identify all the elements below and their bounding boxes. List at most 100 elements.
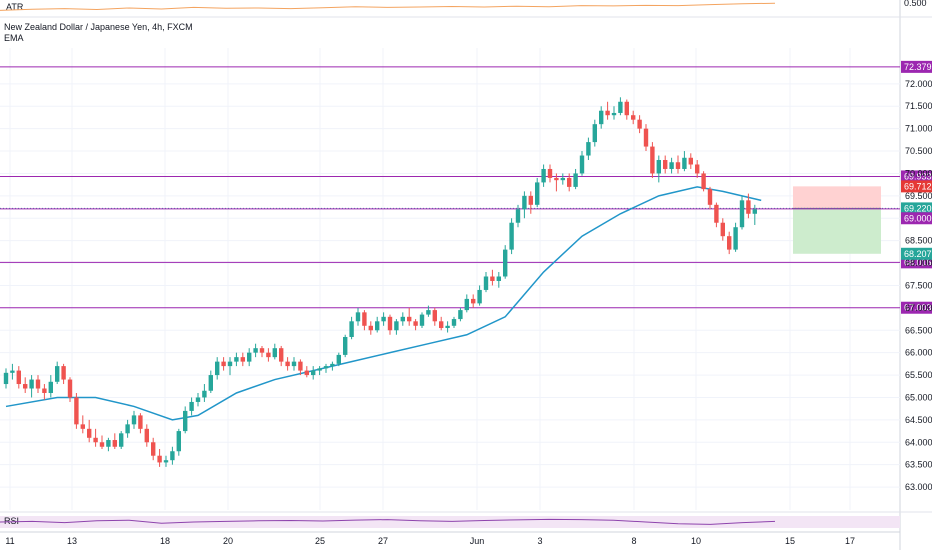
candle-body [701, 173, 706, 190]
rsi-line [0, 518, 776, 525]
rsi-pane: RSI [0, 516, 900, 528]
candle-body [23, 384, 28, 389]
candle-body [663, 160, 668, 169]
time-tick-label: 13 [67, 536, 77, 546]
candle-body [643, 128, 649, 147]
candle-body [234, 357, 239, 362]
stop-loss-zone [793, 186, 881, 209]
candle-body [99, 442, 105, 447]
price-tick-label: 65.000 [905, 392, 932, 402]
price-tick-label: 66.500 [905, 325, 932, 335]
rsi-band [0, 516, 900, 528]
candle-body [247, 352, 252, 362]
candle-body [272, 348, 277, 358]
candle-body [125, 424, 130, 434]
candle-body [707, 189, 713, 205]
candle-body [714, 204, 719, 223]
candle-body [567, 177, 572, 187]
candle-body [375, 321, 380, 331]
candle-body [240, 357, 245, 362]
candle-body [503, 249, 508, 277]
candle-body [343, 336, 348, 355]
candle-body [176, 431, 181, 452]
candle-body [157, 455, 162, 463]
price-tick-label: 71.500 [905, 101, 932, 111]
candle-body [381, 316, 386, 322]
candle-body [695, 164, 700, 174]
candle-body [131, 415, 137, 425]
candle-body [170, 451, 175, 461]
candle-body [387, 316, 393, 331]
candle-body [464, 298, 469, 311]
candle-body [675, 162, 681, 169]
candle-body [432, 310, 437, 322]
time-tick-label: 8 [631, 536, 636, 546]
candle-body [554, 177, 559, 181]
candle-body [407, 316, 412, 322]
candle-body [279, 348, 284, 362]
candle-body [490, 276, 495, 281]
candle-body [362, 312, 367, 326]
candle-body [55, 366, 60, 382]
candle-body [547, 168, 553, 178]
atr-pane: ATR 0.500 [0, 0, 927, 12]
price-badge-label: 69.712 [904, 181, 932, 191]
candle-body [202, 390, 207, 398]
candle-body [215, 361, 220, 376]
candle-body [560, 177, 565, 181]
candle-body [189, 401, 194, 411]
candle-body [323, 366, 329, 369]
candle-body [336, 354, 341, 364]
candle-body [688, 157, 693, 165]
price-tick-label: 69.500 [905, 191, 932, 201]
price-tick-label: 64.000 [905, 437, 932, 447]
candle-body [515, 209, 521, 223]
candle-body [144, 428, 149, 443]
candle-body [579, 155, 585, 174]
time-tick-label: 18 [160, 536, 170, 546]
candle-body [483, 276, 489, 290]
candle-body [3, 372, 9, 385]
candle-body [35, 379, 41, 389]
take-profit-zone [793, 208, 881, 254]
candle-body [266, 352, 271, 358]
time-tick-label: 20 [223, 536, 233, 546]
candle-body [599, 110, 604, 125]
candle-body [208, 375, 213, 391]
price-badge [901, 247, 932, 260]
candle-body [195, 397, 201, 402]
candle-body [650, 146, 655, 174]
candle-body [29, 379, 34, 389]
candle-body [586, 142, 591, 156]
price-badge-label: 69.220 [904, 203, 932, 213]
candle-body [298, 361, 303, 371]
price-tick-label: 66.000 [905, 348, 932, 358]
time-tick-label: 25 [315, 536, 325, 546]
price-tick-label: 67.500 [905, 280, 932, 290]
price-tick-label: 65.500 [905, 370, 932, 380]
level-badge-label: 72.379 [904, 62, 932, 72]
price-badge [901, 180, 932, 193]
candle-body [656, 160, 661, 174]
candle-body [291, 361, 297, 367]
candle-body [42, 388, 47, 393]
time-tick-label: 15 [785, 536, 795, 546]
grid [0, 48, 900, 510]
candle-body [285, 361, 290, 367]
candle-body [227, 361, 233, 367]
candle-body [541, 168, 546, 183]
ema-indicator-label: EMA [4, 33, 24, 43]
candle-body [61, 366, 66, 380]
candles [3, 97, 757, 467]
candle-body [592, 124, 597, 143]
price-tick-label: 72.000 [905, 79, 932, 89]
level-badge-label: 69.933 [904, 171, 932, 181]
candle-body [317, 368, 322, 371]
candle-body [720, 222, 725, 237]
candle-body [74, 397, 79, 425]
candle-body [496, 276, 501, 281]
candle-body [106, 440, 111, 447]
